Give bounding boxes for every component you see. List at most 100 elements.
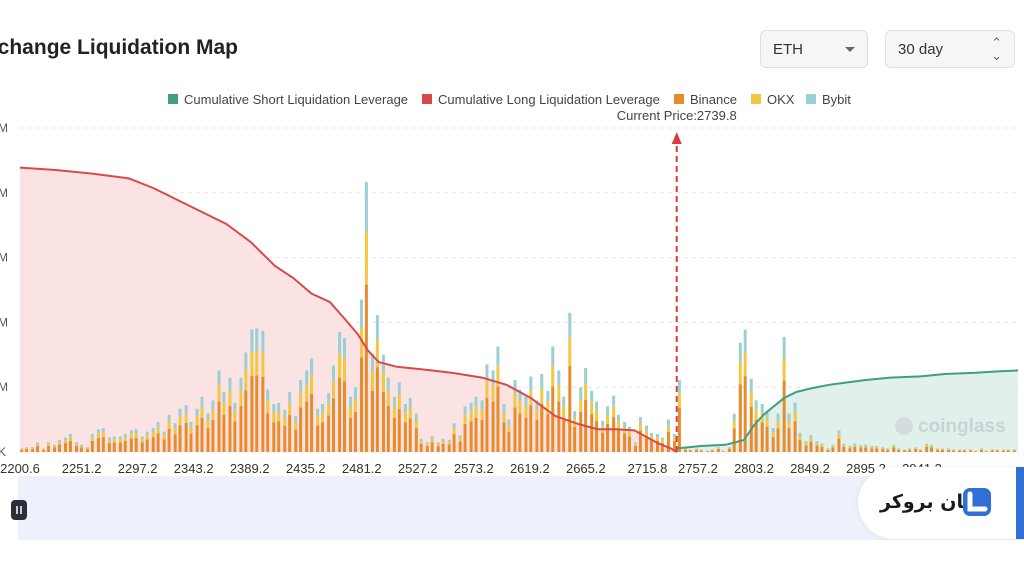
pause-button[interactable] <box>11 500 27 520</box>
bar-bybit <box>266 389 270 401</box>
bar-okx <box>408 407 412 419</box>
bar-binance <box>85 449 89 452</box>
bar-okx <box>590 401 594 415</box>
time-range-value: 30 day <box>898 40 944 58</box>
bar-okx <box>64 440 68 444</box>
bar-okx <box>562 406 566 418</box>
bar-binance <box>1001 450 1005 452</box>
bar-okx <box>798 436 802 441</box>
bar-okx <box>162 435 166 440</box>
legend-item: Binance <box>690 92 737 107</box>
bar-binance <box>474 417 478 452</box>
bar-binance <box>804 445 808 452</box>
bar-binance <box>222 414 226 452</box>
bar-bybit <box>118 436 122 440</box>
bar-bybit <box>25 447 29 449</box>
bar-okx <box>403 412 407 423</box>
bar-bybit <box>815 441 819 444</box>
bar-binance <box>903 450 907 452</box>
bar-binance <box>342 381 346 452</box>
bar-okx <box>184 413 188 423</box>
y-tick-label: M <box>0 380 8 394</box>
bar-binance <box>634 446 638 452</box>
bar-okx <box>195 416 199 426</box>
bar-okx <box>206 420 210 429</box>
bar-okx <box>68 437 72 441</box>
bar-okx <box>277 411 281 422</box>
bar-okx <box>480 409 484 421</box>
bar-bybit <box>397 382 401 395</box>
bar-bybit <box>831 444 835 447</box>
bar-bybit <box>90 434 94 438</box>
bar-okx <box>342 358 346 382</box>
bar-okx <box>732 420 736 429</box>
bar-okx <box>57 442 61 445</box>
bar-okx <box>518 400 522 414</box>
bar-okx <box>463 414 467 424</box>
legend-item: OKX <box>767 92 795 107</box>
bar-binance <box>573 426 577 452</box>
bar-bybit <box>649 432 653 437</box>
bar-bybit <box>321 404 325 413</box>
time-range-select[interactable]: 30 day ⌃ ⌄ <box>885 30 1015 68</box>
bar-bybit <box>853 443 857 446</box>
bar-okx <box>551 365 555 387</box>
bar-bybit <box>507 419 511 426</box>
bar-binance <box>848 448 852 452</box>
bar-bybit <box>627 426 631 432</box>
bar-binance <box>727 449 731 452</box>
bar-bybit <box>408 398 412 408</box>
bar-bybit <box>886 448 890 450</box>
bar-bybit <box>42 448 46 450</box>
bar-binance <box>919 450 923 452</box>
bar-okx <box>694 449 698 450</box>
bar-bybit <box>156 422 160 428</box>
bar-binance <box>485 397 489 452</box>
bar-bybit <box>743 329 747 352</box>
bar-okx <box>831 446 835 448</box>
y-tick-label: M <box>0 186 8 200</box>
current-price-arrow <box>671 132 682 144</box>
bar-binance <box>25 449 29 452</box>
bar-bybit <box>940 448 944 450</box>
bar-binance <box>294 429 298 452</box>
bar-okx <box>36 444 40 447</box>
legend-item: Bybit <box>822 92 851 107</box>
bar-okx <box>129 434 133 439</box>
bar-okx <box>754 409 758 421</box>
bar-bybit <box>573 411 577 419</box>
bar-okx <box>250 351 254 377</box>
bar-binance <box>167 428 171 452</box>
bar-binance <box>973 451 977 452</box>
bar-bybit <box>189 422 193 428</box>
bar-bybit <box>875 446 879 448</box>
bar-bybit <box>979 448 983 450</box>
bar-bybit <box>612 395 616 406</box>
bar-okx <box>655 437 659 441</box>
bar-okx <box>364 230 368 285</box>
bar-okx <box>749 391 753 407</box>
bar-bybit <box>551 346 555 366</box>
bar-okx <box>90 437 94 441</box>
bar-okx <box>25 448 29 450</box>
bar-bybit <box>601 420 605 427</box>
bar-okx <box>441 441 445 444</box>
bar-binance <box>458 441 462 452</box>
bar-bybit <box>590 390 594 402</box>
bar-binance <box>826 449 830 452</box>
bar-bybit <box>908 448 912 450</box>
bar-okx <box>940 449 944 450</box>
bar-bybit <box>859 444 863 447</box>
bar-binance <box>705 451 709 452</box>
bar-bybit <box>535 400 539 410</box>
bar-binance <box>754 420 758 452</box>
x-tick-label: 2297.2 <box>118 461 158 476</box>
asset-select[interactable]: ETH <box>760 30 868 68</box>
bar-binance <box>123 440 127 452</box>
bar-okx <box>809 438 813 442</box>
bar-binance <box>655 440 659 452</box>
bar-bybit <box>184 405 188 414</box>
bar-binance <box>842 446 846 452</box>
bar-okx <box>118 439 122 443</box>
x-tick-label: 2573.2 <box>454 461 494 476</box>
